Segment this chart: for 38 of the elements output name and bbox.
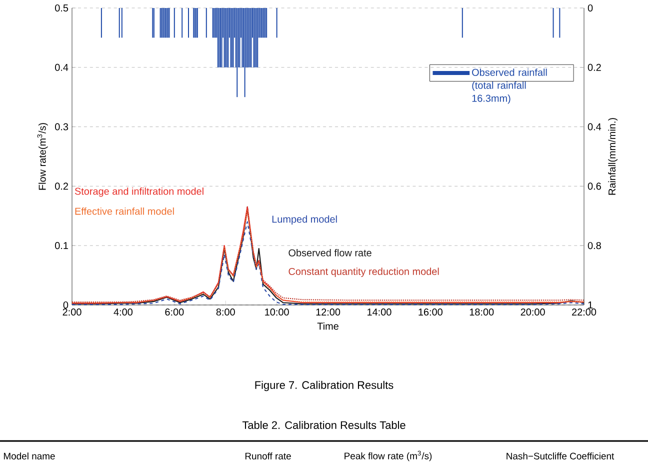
x-tick-label: 6:00 xyxy=(165,308,184,316)
legend-label: Observed rainfall (total rainfall 16.3mm) xyxy=(472,68,547,104)
text: Observed flow rate xyxy=(288,249,372,256)
x-tick-label: 4:00 xyxy=(114,308,133,316)
y2-axis-title: Rainfall(mm/min.) xyxy=(608,118,618,195)
x-tick-label: 12:00 xyxy=(316,308,340,316)
y2-tick-label: 0.2 xyxy=(588,64,601,71)
x-tick-label: 10:00 xyxy=(265,308,289,316)
caption: Table 2. Calibration Results Table xyxy=(242,420,406,430)
y2-tick-label: 1 xyxy=(588,302,593,308)
y-tick-label: 0.1 xyxy=(55,242,68,250)
x-tick-label: 22:00 xyxy=(572,308,596,316)
text: Nash−Sutcliffe Coefficient xyxy=(506,452,614,460)
y2-tick-label: 0.8 xyxy=(588,242,601,250)
x-tick-label: 8:00 xyxy=(216,308,235,316)
text: Model name xyxy=(4,452,55,460)
text: Runoff rate xyxy=(245,452,291,460)
x-tick-label: 20:00 xyxy=(520,308,545,316)
x-axis-title: Time xyxy=(317,322,338,330)
x-tick-label: 14:00 xyxy=(368,308,392,316)
x-tick-label: 18:00 xyxy=(470,308,494,316)
y-tick-label: 0.5 xyxy=(55,4,68,12)
x-tick-label: 2:00 xyxy=(62,308,82,316)
text: Effective rainfall model xyxy=(75,207,174,215)
y-tick-label: 0.4 xyxy=(55,64,68,71)
x-tick-label: 16:00 xyxy=(418,308,442,316)
text: Peak flow rate (m$^{3}$/s) xyxy=(344,450,432,462)
y2-tick-label: 0.6 xyxy=(588,182,601,190)
y2-tick-label: 0.4 xyxy=(588,123,602,130)
y-tick-label: 0.2 xyxy=(55,182,68,190)
text: Lumped model xyxy=(272,215,337,225)
y2-tick-label: 0 xyxy=(588,4,593,12)
text: Storage and infiltration model xyxy=(74,187,204,197)
y-tick-label: 0.3 xyxy=(55,123,68,130)
y-tick-label: 0 xyxy=(63,301,68,309)
text: Constant quantity reduction model xyxy=(288,268,439,277)
caption: Figure 7. Calibration Results xyxy=(255,380,394,392)
y-axis-title: Flow rate(m$^{3}$/s) xyxy=(37,123,48,190)
